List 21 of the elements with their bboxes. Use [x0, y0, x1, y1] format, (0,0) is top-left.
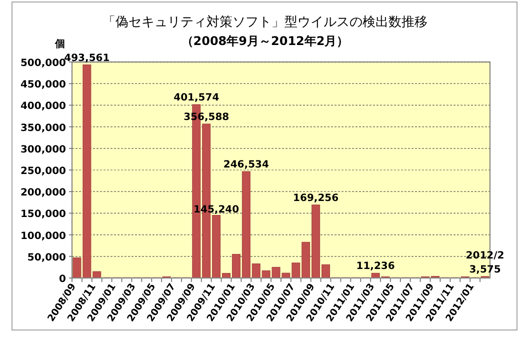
y-tick-label: 50,000 [27, 252, 66, 264]
y-tick-label: 250,000 [20, 166, 66, 177]
data-label: 169,256 [293, 192, 339, 204]
chart-title: 「偽セキュリティ対策ソフト」型ウイルスの検出数推移 [102, 14, 428, 30]
annotation: 2012/2 [466, 250, 504, 262]
y-tick-label: 400,000 [20, 101, 66, 112]
data-label: 246,534 [223, 159, 269, 170]
y-tick-label: 100,000 [20, 230, 66, 242]
y-tick-label: 300,000 [20, 144, 66, 156]
data-label: 3,575 [469, 264, 501, 276]
y-tick-label: 500,000 [20, 58, 66, 69]
data-label: 401,574 [174, 92, 220, 104]
chart-subtitle: （2008年9月～2012年2月） [181, 34, 349, 48]
y-tick-label: 150,000 [20, 209, 66, 220]
data-label: 493,561 [64, 52, 110, 64]
y-tick-label: 0 [59, 274, 66, 285]
y-axis-title: 個 [54, 38, 65, 50]
data-label: 11,236 [356, 261, 395, 272]
y-tick-label: 350,000 [20, 122, 66, 134]
y-tick-label: 450,000 [20, 80, 66, 91]
y-tick-label: 200,000 [20, 188, 66, 199]
